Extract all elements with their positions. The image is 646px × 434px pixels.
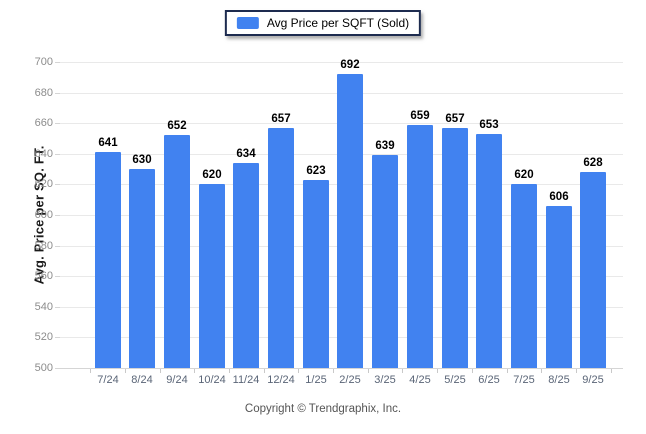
y-tick-mark xyxy=(55,368,60,369)
y-tick-mark xyxy=(55,307,60,308)
y-tick-label-660: 660 xyxy=(34,117,53,129)
bar-8/25[interactable] xyxy=(546,206,572,368)
x-tick-mark xyxy=(160,369,161,373)
x-tick-mark xyxy=(576,369,577,373)
bar-7/24[interactable] xyxy=(95,152,121,368)
x-tick-mark xyxy=(125,369,126,373)
x-tick-label-7/25: 7/25 xyxy=(513,374,535,386)
y-tick-label-620: 620 xyxy=(34,178,53,190)
x-tick-mark xyxy=(194,369,195,373)
x-tick-mark xyxy=(368,369,369,373)
x-tick-mark xyxy=(402,369,403,373)
x-tick-label-8/25: 8/25 xyxy=(548,374,570,386)
x-tick-mark xyxy=(264,369,265,373)
y-axis: 500 520 540 560 580 600 620 640 660 680 700 xyxy=(0,57,53,374)
bar-value-label-7/25: 620 xyxy=(514,169,534,181)
x-tick-label-7/24: 7/24 xyxy=(97,374,119,386)
bar-value-label-2/25: 692 xyxy=(340,59,360,71)
y-tick-mark xyxy=(55,123,60,124)
x-tick-label-1/25: 1/25 xyxy=(305,374,327,386)
bar-9/24[interactable] xyxy=(164,135,190,368)
bar-7/25[interactable] xyxy=(511,184,537,368)
x-tick-label-8/24: 8/24 xyxy=(131,374,153,386)
legend: Avg Price per SQFT (Sold) xyxy=(224,10,422,36)
bar-value-label-8/24: 630 xyxy=(132,154,152,166)
legend-label: Avg Price per SQFT (Sold) xyxy=(266,16,410,30)
y-tick-label-580: 580 xyxy=(34,240,53,252)
y-tick-mark xyxy=(55,184,60,185)
x-tick-label-12/24: 12/24 xyxy=(267,374,295,386)
bar-12/24[interactable] xyxy=(268,128,294,368)
y-tick-mark xyxy=(55,215,60,216)
x-tick-mark xyxy=(333,369,334,373)
bar-value-label-3/25: 639 xyxy=(375,140,395,152)
x-tick-mark xyxy=(90,369,91,373)
bar-value-label-11/24: 634 xyxy=(236,148,256,160)
x-tick-label-2/25: 2/25 xyxy=(339,374,361,386)
x-tick-label-3/25: 3/25 xyxy=(374,374,396,386)
y-tick-label-700: 700 xyxy=(34,56,53,68)
plot-area: 641 630 652 620 634 657 623 692 639 659 657 653 620 6… xyxy=(60,59,623,369)
x-tick-label-10/24: 10/24 xyxy=(198,374,226,386)
x-tick-label-9/24: 9/24 xyxy=(166,374,188,386)
bar-1/25[interactable] xyxy=(303,180,329,368)
x-tick-mark xyxy=(472,369,473,373)
x-tick-label-6/25: 6/25 xyxy=(478,374,500,386)
x-tick-label-5/25: 5/25 xyxy=(444,374,466,386)
bar-value-label-4/25: 659 xyxy=(410,110,430,122)
y-tick-mark xyxy=(55,93,60,94)
bar-value-label-5/25: 657 xyxy=(445,113,465,125)
y-tick-label-520: 520 xyxy=(34,331,53,343)
bar-value-label-7/24: 641 xyxy=(98,137,118,149)
x-tick-label-9/25: 9/25 xyxy=(582,374,604,386)
bar-value-label-10/24: 620 xyxy=(202,169,222,181)
bar-value-label-6/25: 653 xyxy=(479,119,499,131)
x-tick-mark xyxy=(229,369,230,373)
bar-2/25[interactable] xyxy=(337,74,363,368)
bar-value-label-8/25: 606 xyxy=(549,191,569,203)
y-tick-label-600: 600 xyxy=(34,209,53,221)
gridline xyxy=(60,62,623,63)
bar-8/24[interactable] xyxy=(129,169,155,368)
bar-10/24[interactable] xyxy=(199,184,225,368)
x-tick-label-11/24: 11/24 xyxy=(232,374,260,386)
bar-value-label-9/24: 652 xyxy=(167,120,187,132)
bar-value-label-1/25: 623 xyxy=(306,165,326,177)
y-tick-mark xyxy=(55,276,60,277)
y-tick-label-540: 540 xyxy=(34,301,53,313)
bar-6/25[interactable] xyxy=(476,134,502,368)
x-axis: 7/24 8/24 9/24 10/24 11/24 12/24 1/25 2/25 3/25 4… xyxy=(60,374,623,390)
x-tick-mark xyxy=(541,369,542,373)
x-tick-label-4/25: 4/25 xyxy=(409,374,431,386)
y-tick-mark xyxy=(55,337,60,338)
y-tick-mark xyxy=(55,154,60,155)
x-axis-line xyxy=(60,368,623,369)
x-tick-mark xyxy=(298,369,299,373)
copyright-text: Copyright © Trendgraphix, Inc. xyxy=(244,403,402,415)
x-tick-mark xyxy=(437,369,438,373)
bar-11/24[interactable] xyxy=(233,163,259,368)
bar-9/25[interactable] xyxy=(580,172,606,368)
y-tick-mark xyxy=(55,246,60,247)
bar-value-label-12/24: 657 xyxy=(271,113,291,125)
bar-4/25[interactable] xyxy=(407,125,433,368)
bar-3/25[interactable] xyxy=(372,155,398,368)
bar-5/25[interactable] xyxy=(442,128,468,368)
y-tick-label-500: 500 xyxy=(34,362,53,374)
bar-value-label-9/25: 628 xyxy=(583,157,603,169)
y-tick-label-640: 640 xyxy=(34,148,53,160)
legend-swatch xyxy=(236,17,259,29)
y-tick-mark xyxy=(55,62,60,63)
y-tick-label-560: 560 xyxy=(34,270,53,282)
x-tick-mark xyxy=(507,369,508,373)
x-tick-mark xyxy=(611,369,612,373)
y-tick-label-680: 680 xyxy=(34,87,53,99)
